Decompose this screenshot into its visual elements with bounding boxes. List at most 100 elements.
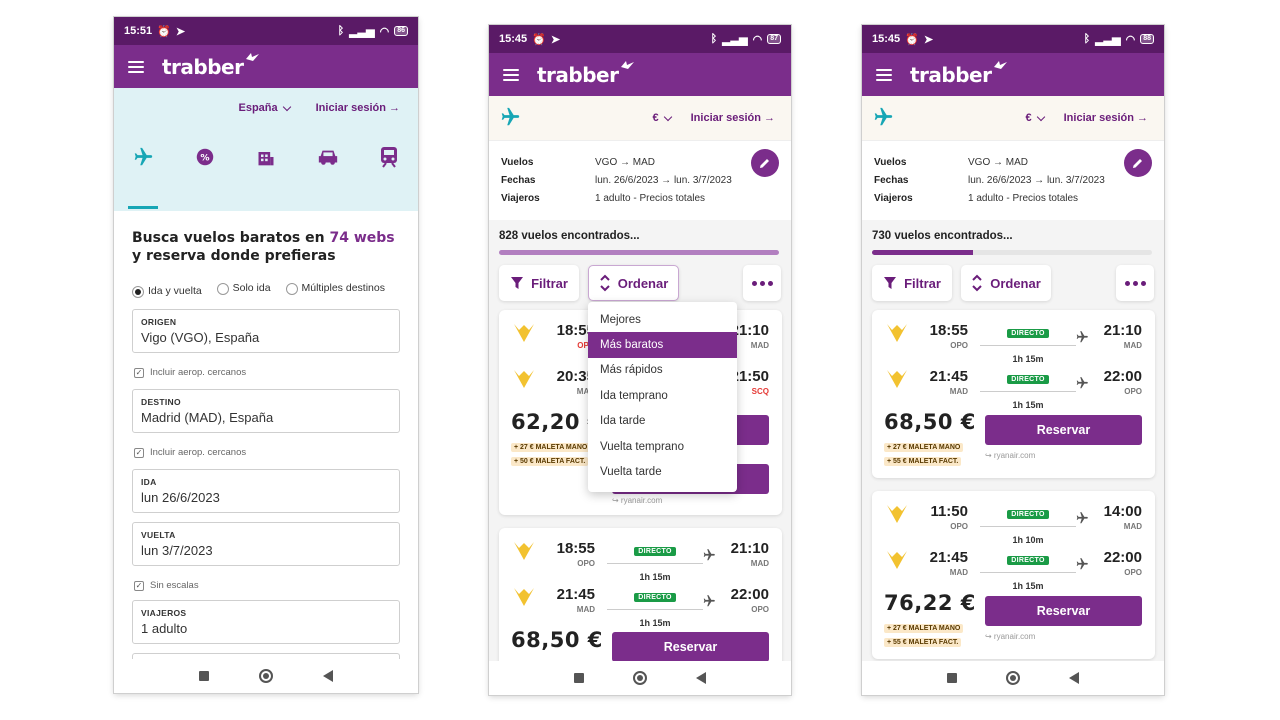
- fee-cabin-bag: + 27 € MALETA MANO: [884, 624, 964, 633]
- origin-nearby-checkbox[interactable]: ✓ Incluir aerop. cercanos: [134, 367, 247, 378]
- sort-button[interactable]: Ordenar: [588, 265, 679, 301]
- menu-icon[interactable]: [503, 68, 519, 81]
- car-icon[interactable]: [317, 146, 339, 168]
- flight-price: 76,22 €: [884, 591, 976, 615]
- menu-icon[interactable]: [128, 60, 144, 73]
- battery-icon: 86: [394, 26, 408, 36]
- recents-icon[interactable]: [573, 673, 584, 683]
- home-icon[interactable]: [259, 669, 273, 683]
- reserve-button[interactable]: Reservar: [985, 415, 1142, 445]
- home-icon[interactable]: [632, 671, 647, 685]
- country-selector[interactable]: España: [238, 102, 291, 114]
- back-icon[interactable]: [696, 672, 707, 684]
- home-icon[interactable]: [1005, 671, 1020, 685]
- results-area: 730 vuelos encontrados... Filtrar Ordena…: [862, 220, 1164, 661]
- plane-icon[interactable]: [872, 106, 894, 131]
- sort-button[interactable]: Ordenar: [961, 265, 1051, 301]
- destination-field[interactable]: DESTINO Madrid (MAD), España: [132, 389, 400, 433]
- sort-option-late-departure[interactable]: Ida tarde: [600, 415, 646, 428]
- plane-icon: [1076, 512, 1088, 524]
- filter-button[interactable]: Filtrar: [872, 265, 952, 301]
- back-icon[interactable]: [323, 670, 333, 682]
- wifi-icon: ◠: [379, 25, 390, 38]
- reserve-button[interactable]: Reservar: [612, 632, 769, 662]
- source-link[interactable]: ↪ ryanair.com: [985, 632, 1036, 641]
- login-link[interactable]: Iniciar sesión →: [1063, 112, 1148, 124]
- currency-selector[interactable]: €: [653, 112, 672, 124]
- flight-leg-outbound: 11:50 OPO DIRECTO 1h 10m 14:00 MAD: [872, 497, 1155, 545]
- radio-round-trip[interactable]: Ida y vuelta: [132, 282, 202, 301]
- ryanair-logo: [887, 370, 907, 388]
- status-bar: 15:45 ⏰ ➤ ᛒ ▂▃▅ ◠ 87: [489, 25, 791, 53]
- more-icon: [751, 280, 773, 286]
- app-bar: trabber: [114, 45, 418, 88]
- hotel-icon[interactable]: [255, 146, 277, 168]
- nonstop-checkbox[interactable]: ✓ Sin escalas: [134, 580, 199, 591]
- discount-icon[interactable]: %: [194, 146, 216, 168]
- more-options-button[interactable]: [743, 265, 781, 301]
- outbound-date-field[interactable]: IDA lun 26/6/2023: [132, 469, 400, 513]
- edit-search-button[interactable]: [1124, 149, 1152, 177]
- plane-icon: [1076, 558, 1088, 570]
- sort-option-fastest[interactable]: Más rápidos: [600, 364, 663, 377]
- signal-icon: ▂▃▅: [349, 25, 375, 38]
- ryanair-logo: [514, 370, 534, 388]
- source-link[interactable]: ↪ ryanair.com: [985, 451, 1036, 460]
- edit-search-button[interactable]: [751, 149, 779, 177]
- currency-selector[interactable]: €: [1026, 112, 1045, 124]
- flight-card[interactable]: 18:55 OPO DIRECTO 1h 15m 21:10 MAD 21:45 MAD…: [499, 528, 782, 668]
- sort-dropdown: Mejores Más baratos Más rápidos Ida temp…: [588, 302, 737, 492]
- bluetooth-icon: ᛒ: [710, 33, 718, 45]
- sort-option-best[interactable]: Mejores: [600, 313, 641, 326]
- login-link[interactable]: Iniciar sesión →: [690, 112, 775, 124]
- back-icon[interactable]: [1069, 672, 1080, 684]
- fee-cabin-bag: + 27 € MALETA MANO: [511, 443, 591, 452]
- sort-icon: [972, 274, 982, 292]
- origin-field[interactable]: ORIGEN Vigo (VGO), España: [132, 309, 400, 353]
- trabber-logo[interactable]: trabber: [162, 52, 260, 79]
- ryanair-logo: [514, 542, 534, 560]
- direct-badge: DIRECTO: [634, 547, 676, 556]
- login-link[interactable]: Iniciar sesión →: [315, 102, 400, 114]
- recents-icon[interactable]: [946, 673, 957, 683]
- more-options-button[interactable]: [1116, 265, 1154, 301]
- trabber-logo[interactable]: trabber: [537, 60, 635, 87]
- sort-option-early-return[interactable]: Vuelta temprano: [600, 440, 684, 453]
- ryanair-logo: [887, 505, 907, 523]
- plane-icon: [703, 595, 715, 607]
- train-icon[interactable]: [378, 146, 400, 168]
- fee-checked-bag: + 50 € MALETA FACT.: [511, 457, 589, 466]
- sort-option-late-return[interactable]: Vuelta tarde: [600, 466, 662, 479]
- fee-checked-bag: + 55 € MALETA FACT.: [884, 457, 962, 466]
- menu-icon[interactable]: [876, 68, 892, 81]
- status-time: 15:51: [124, 25, 153, 37]
- ryanair-logo: [887, 551, 907, 569]
- return-date-field[interactable]: VUELTA lun 3/7/2023: [132, 522, 400, 566]
- radio-one-way[interactable]: Solo ida: [216, 279, 271, 298]
- bluetooth-icon: ᛒ: [337, 25, 345, 37]
- signal-icon: ▂▃▅: [1095, 33, 1121, 46]
- filter-button[interactable]: Filtrar: [499, 265, 579, 301]
- trabber-logo[interactable]: trabber: [910, 60, 1008, 87]
- pencil-icon: [1133, 159, 1142, 168]
- system-nav-bar: [489, 661, 791, 695]
- plane-icon[interactable]: [499, 106, 521, 131]
- alarm-icon: ⏰: [157, 25, 171, 38]
- plane-icon[interactable]: [132, 146, 154, 168]
- system-nav-bar: [114, 659, 418, 693]
- destination-nearby-checkbox[interactable]: ✓ Incluir aerop. cercanos: [134, 447, 247, 458]
- page-headline: Busca vuelos baratos en 74 webs y reserv…: [132, 230, 395, 264]
- flight-card[interactable]: 11:50 OPO DIRECTO 1h 10m 14:00 MAD 21:45 MAD…: [872, 491, 1155, 659]
- flight-card[interactable]: 18:55 OPO DIRECTO 1h 15m 21:10 MAD 21:45 MAD…: [872, 310, 1155, 478]
- sort-icon: [599, 274, 610, 292]
- sort-option-early-departure[interactable]: Ida temprano: [600, 389, 668, 402]
- radio-multi-city[interactable]: Múltiples destinos: [285, 279, 385, 298]
- results-area: 828 vuelos encontrados... Filtrar Ordena…: [489, 220, 791, 668]
- recents-icon[interactable]: [199, 671, 209, 681]
- reserve-button[interactable]: Reservar: [985, 596, 1142, 626]
- chevron-down-icon: [663, 112, 672, 121]
- sort-option-cheapest[interactable]: Más baratos: [588, 332, 737, 358]
- svg-text:%: %: [200, 153, 209, 164]
- source-link[interactable]: ↪ ryanair.com: [612, 496, 663, 505]
- travelers-field[interactable]: VIAJEROS 1 adulto: [132, 600, 400, 644]
